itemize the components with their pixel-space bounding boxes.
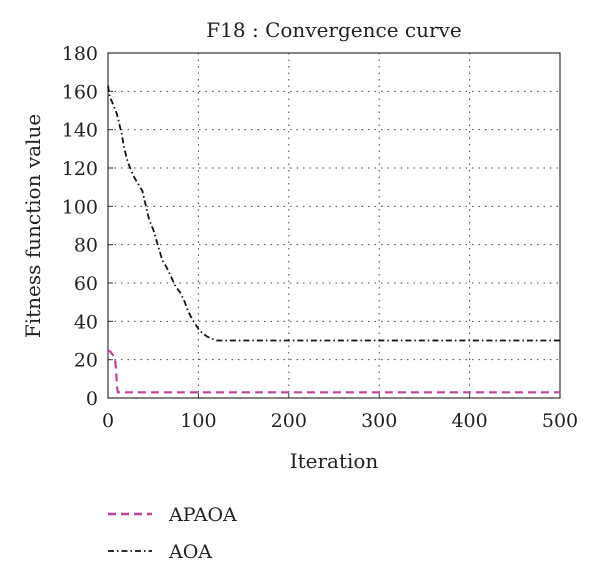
y-tick-label: 160	[62, 81, 98, 103]
y-tick-label: 20	[74, 350, 98, 372]
y-axis-label: Fitness function value	[21, 114, 45, 338]
series-line-apaoa	[107, 349, 560, 394]
plot-area	[107, 52, 561, 399]
y-tick-label: 180	[62, 43, 98, 65]
x-tick-label: 300	[361, 410, 397, 432]
grid-lines	[108, 53, 560, 398]
x-axis-ticks: 0 100 200 300 400 500	[102, 393, 578, 432]
y-tick-label: 0	[86, 388, 98, 410]
y-tick-label: 80	[74, 235, 98, 257]
series-lines	[107, 85, 560, 394]
y-tick-label: 140	[62, 120, 98, 142]
x-tick-label: 200	[271, 410, 307, 432]
legend-label-aoa: AOA	[168, 541, 212, 563]
legend: APAOA AOA	[108, 504, 237, 563]
x-tick-label: 100	[180, 410, 216, 432]
x-tick-label: 0	[102, 410, 114, 432]
y-tick-label: 120	[62, 158, 98, 180]
legend-label-apaoa: APAOA	[168, 504, 237, 526]
x-tick-label: 400	[451, 410, 487, 432]
x-tick-label: 500	[542, 410, 578, 432]
chart-title: F18 : Convergence curve	[206, 18, 461, 42]
y-tick-label: 100	[62, 196, 98, 218]
x-axis-label: Iteration	[290, 449, 379, 473]
y-tick-label: 40	[74, 311, 98, 333]
y-tick-label: 60	[74, 273, 98, 295]
series-line-aoa	[107, 85, 560, 342]
y-axis-ticks: 0 20 40 60 80 100 120 140 160 180	[62, 43, 113, 410]
